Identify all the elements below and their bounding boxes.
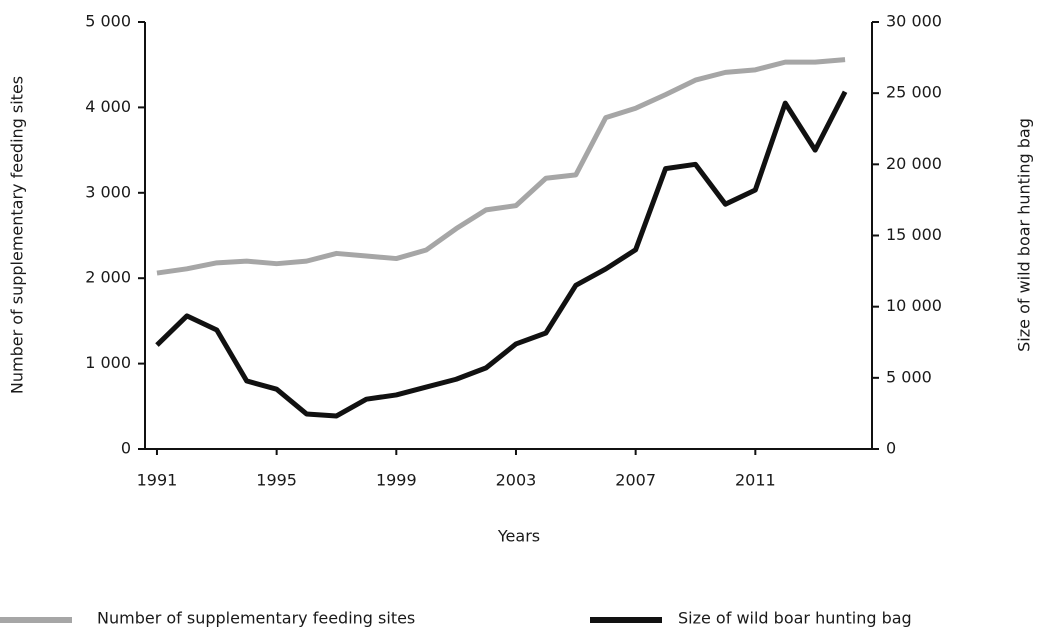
- y-tick-label: 1 000: [85, 353, 131, 372]
- y2-tick-label: 0: [886, 439, 896, 458]
- y2-tick-label: 5 000: [886, 367, 932, 386]
- y-tick-label: 5 000: [85, 12, 131, 31]
- series-line: [156, 57, 846, 276]
- y2-tick-label: 10 000: [886, 296, 942, 315]
- y2-tick-label: 25 000: [886, 83, 942, 102]
- legend-label: Size of wild boar hunting bag: [678, 609, 912, 628]
- x-tick-label: 2003: [496, 471, 537, 490]
- y2-tick-label: 30 000: [886, 12, 942, 31]
- y2-tick-label: 15 000: [886, 225, 942, 244]
- x-tick-label: 2011: [735, 471, 776, 490]
- x-tick-label: 2007: [615, 471, 656, 490]
- y-tick-label: 2 000: [85, 268, 131, 287]
- y-tick-label: 0: [121, 439, 131, 458]
- legend-label: Number of supplementary feeding sites: [97, 609, 415, 628]
- x-tick-label: 1991: [137, 471, 178, 490]
- y-axis-title: Number of supplementary feeding sites: [8, 76, 27, 394]
- x-tick-label: 1995: [256, 471, 297, 490]
- x-tick-label: 1999: [376, 471, 417, 490]
- y2-axis-title: Size of wild boar hunting bag: [1015, 118, 1034, 352]
- series-line: [155, 90, 848, 419]
- y2-tick-label: 20 000: [886, 154, 942, 173]
- y-tick-label: 3 000: [85, 182, 131, 201]
- y-tick-label: 4 000: [85, 97, 131, 116]
- x-axis-title: Years: [497, 527, 540, 546]
